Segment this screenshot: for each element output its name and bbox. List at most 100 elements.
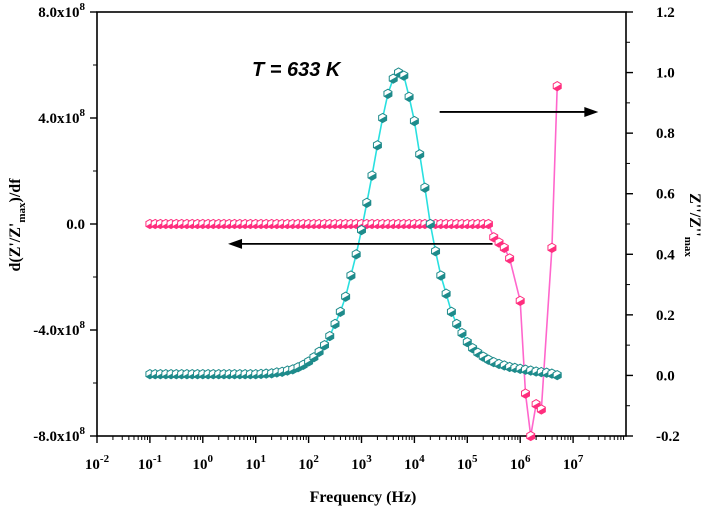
marker-fill — [484, 221, 493, 229]
series-2-point — [320, 339, 330, 351]
right-y-tick-label: 0.8 — [656, 126, 675, 142]
marker-fill — [362, 200, 371, 208]
right-y-axis-title: Z''/Z''max — [682, 193, 703, 257]
marker-fill — [399, 73, 408, 81]
marker-fill — [452, 321, 461, 329]
marker-fill — [447, 309, 456, 317]
series-2-point — [330, 318, 340, 330]
series-2-point — [335, 306, 345, 318]
marker-fill — [516, 298, 525, 306]
right-y-tick-label: 0.6 — [656, 187, 675, 203]
ticks-group: 10-2 10-1 100 101 102 103 104 105 106 107 -8.0x108… — [33, 1, 680, 473]
x-tick-label: 107 — [563, 453, 584, 473]
marker-fill — [389, 76, 398, 84]
left-y-tick-label: 4.0x108 — [38, 107, 85, 127]
marker-fill — [431, 249, 440, 256]
marker-fill — [442, 291, 451, 299]
marker-fill — [415, 152, 424, 159]
series-2-point — [314, 346, 324, 357]
series-1-point — [526, 430, 536, 442]
series-1-point — [515, 295, 525, 307]
arrow-left — [228, 238, 493, 249]
arrow-right — [439, 106, 599, 117]
series-1-point — [552, 81, 562, 92]
series-markers — [145, 67, 562, 442]
marker-fill — [505, 256, 514, 264]
x-tick-label: 10-1 — [138, 453, 162, 473]
series-2-point — [378, 112, 388, 124]
left-y-tick-label: -4.0x108 — [33, 319, 85, 339]
marker-fill — [320, 342, 329, 350]
x-tick-label: 101 — [245, 453, 266, 473]
series-2-point — [552, 369, 562, 381]
series-2-point — [367, 170, 377, 181]
series-2-point — [357, 224, 366, 236]
left-y-tick-label: -8.0x108 — [33, 425, 85, 445]
series-1-point — [521, 388, 530, 399]
series-2-point — [404, 91, 414, 102]
x-tick-label: 100 — [193, 453, 214, 473]
series-1-line — [149, 86, 559, 437]
right-y-tick-label: -0.2 — [656, 429, 680, 445]
series-2-point — [452, 318, 462, 330]
left-y-tick-label: 8.0x108 — [38, 1, 85, 21]
marker-fill — [420, 185, 429, 193]
series-2-point — [446, 306, 456, 318]
marker-fill — [436, 273, 445, 281]
series-2-point — [399, 70, 409, 81]
x-tick-label: 104 — [404, 453, 425, 473]
marker-fill — [500, 245, 509, 253]
series-2-point — [415, 149, 425, 160]
marker-fill — [553, 84, 562, 91]
marker-fill — [325, 333, 334, 341]
series-2-point — [409, 115, 419, 127]
series-2-point — [457, 327, 467, 339]
marker-fill — [378, 115, 387, 123]
x-axis-title: Frequency (Hz) — [310, 489, 417, 506]
temperature-annotation: T = 633 K — [252, 59, 342, 81]
marker-fill — [341, 294, 350, 302]
marker-fill — [383, 91, 392, 99]
marker-fill — [368, 173, 377, 181]
right-y-tick-label: 0.2 — [656, 308, 675, 324]
marker-fill — [304, 359, 313, 367]
series-2-point — [425, 218, 435, 230]
left-y-axis-title: d(Z'/Z'max)/df — [7, 178, 28, 272]
right-y-tick-label: 0.0 — [656, 368, 675, 384]
x-tick-label: 103 — [351, 453, 372, 473]
marker-fill — [547, 245, 556, 253]
series-2-point — [388, 73, 398, 84]
marker-fill — [410, 118, 419, 126]
marker-fill — [331, 321, 340, 329]
marker-fill — [458, 330, 466, 338]
marker-fill — [315, 349, 324, 357]
marker-fill — [357, 227, 366, 235]
x-tick-label: 102 — [298, 453, 319, 473]
marker-fill — [309, 355, 318, 362]
series-2-point — [351, 249, 361, 260]
marker-fill — [426, 221, 435, 229]
marker-fill — [336, 309, 345, 317]
series-2-point — [325, 330, 335, 342]
series-2-point — [362, 197, 372, 208]
marker-fill — [521, 391, 530, 399]
series-1-point — [547, 242, 557, 254]
marker-fill — [537, 407, 546, 415]
series-2-point — [341, 291, 351, 302]
series-1-point — [499, 242, 509, 254]
marker-fill — [373, 143, 382, 150]
series-1-point — [505, 253, 515, 264]
right-y-tick-label: 1.2 — [656, 5, 675, 21]
x-tick-label: 10-2 — [85, 453, 110, 473]
annotation-arrows — [228, 106, 599, 249]
marker-fill — [352, 252, 361, 259]
marker-fill — [346, 273, 355, 281]
marker-fill — [526, 433, 535, 441]
series-2-point — [346, 270, 356, 281]
right-y-tick-label: 1.0 — [656, 66, 675, 82]
series-2-point — [372, 140, 382, 151]
marker-fill — [405, 94, 414, 102]
series-1-point — [536, 404, 546, 415]
arrow-head — [584, 106, 599, 117]
